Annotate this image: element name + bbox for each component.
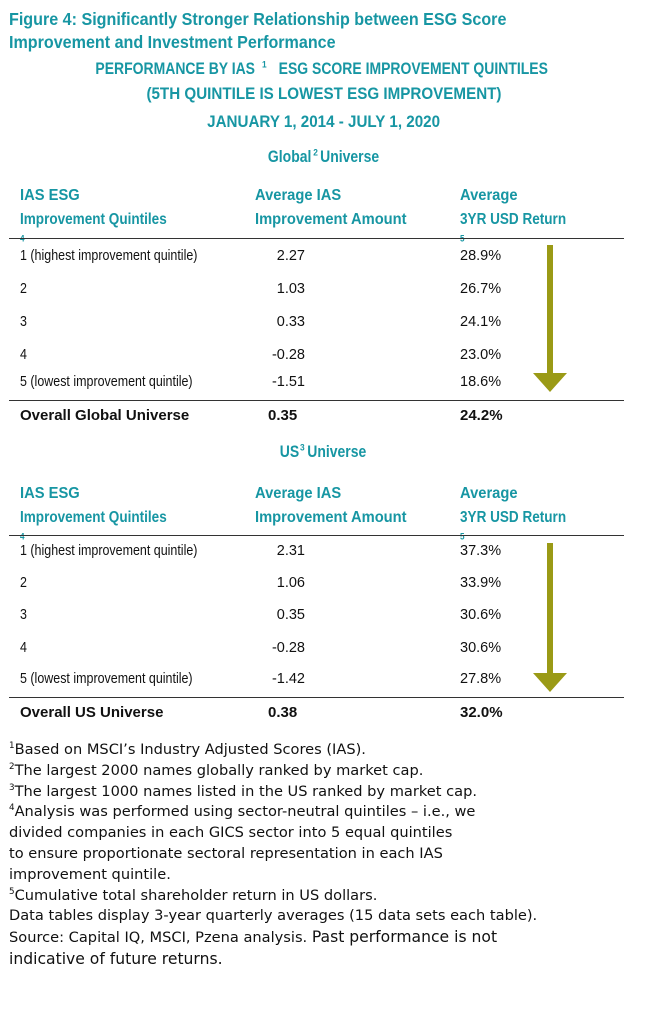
- us-header-rule: [9, 535, 624, 536]
- improvement-amount: 1.03: [276, 281, 305, 297]
- return-value: 30.6%: [460, 640, 502, 656]
- return-value: 24.1%: [460, 314, 502, 330]
- return-value: 26.7%: [460, 281, 502, 297]
- total-label: Overall US Universe: [20, 704, 164, 721]
- footnote-ref: 1: [262, 59, 267, 70]
- subtitle-line2: (5TH QUINTILE IS LOWEST ESG IMPROVEMENT): [146, 85, 502, 103]
- global-total-row: Overall Global Universe 0.35 24.2%: [0, 399, 648, 432]
- total-amount: 0.35: [268, 407, 298, 424]
- quintile-label: 1 (highest improvement quintile): [20, 248, 198, 264]
- table-row: 2 1.03 26.7%: [0, 273, 648, 306]
- footnote-1: 1Based on MSCI’s Industry Adjusted Score…: [9, 741, 366, 758]
- total-amount: 0.38: [268, 704, 298, 721]
- quintile-label: 2: [20, 575, 27, 591]
- global-total-rule: [9, 400, 624, 401]
- figure-title: Figure 4: Significantly Stronger Relatio…: [9, 8, 579, 54]
- table-row: 1 (highest improvement quintile) 2.31 37…: [0, 535, 648, 568]
- table-row: 5 (lowest improvement quintile) -1.42 27…: [0, 663, 648, 696]
- improvement-amount: 2.27: [276, 248, 305, 264]
- down-arrow-icon: [533, 543, 567, 692]
- table-row: 3 0.35 30.6%: [0, 599, 648, 632]
- table-row: 5 (lowest improvement quintile) -1.51 18…: [0, 366, 648, 399]
- figure-title-line1: Figure 4: Significantly Stronger Relatio…: [9, 9, 507, 29]
- source-text: Source: Capital IQ, MSCI, Pzena analysis…: [9, 929, 312, 947]
- global-universe-heading: Global 2 Universe: [267, 147, 380, 166]
- footnote-4-cont: divided companies in each GICS sector in…: [9, 824, 453, 842]
- subtitle-text: PERFORMANCE BY IAS: [95, 60, 256, 78]
- quintile-label: 5 (lowest improvement quintile): [20, 671, 193, 687]
- table-row: 4 -0.28 23.0%: [0, 339, 648, 372]
- improvement-amount: -1.51: [271, 374, 305, 390]
- us-colhead-return: Average 3YR USD Return 5: [460, 485, 567, 542]
- improvement-amount: 0.35: [276, 607, 305, 623]
- quintile-label: 1 (highest improvement quintile): [20, 543, 198, 559]
- improvement-amount: -1.42: [271, 671, 305, 687]
- improvement-amount: -0.28: [271, 640, 305, 656]
- improvement-amount: 1.06: [276, 575, 305, 591]
- down-arrow-icon: [533, 245, 567, 392]
- footnote-4: 4Analysis was performed using sector-neu…: [9, 803, 476, 821]
- global-header-rule: [9, 238, 624, 239]
- quintile-label: 2: [20, 281, 27, 297]
- improvement-amount: 0.33: [276, 314, 305, 330]
- improvement-amount: -0.28: [271, 347, 305, 363]
- arrow-shaft: [547, 245, 553, 373]
- disclaimer-text: Past performance is not: [311, 928, 498, 947]
- date-range: JANUARY 1, 2014 - JULY 1, 2020: [207, 113, 441, 131]
- footnote-4-cont: to ensure proportionate sectoral represe…: [9, 844, 443, 862]
- total-return: 24.2%: [460, 407, 503, 424]
- return-value: 27.8%: [460, 671, 502, 687]
- footnote-4-cont: improvement quintile.: [9, 865, 171, 883]
- figure-title-line2: Improvement and Investment Performance: [9, 32, 336, 52]
- quintile-label: 3: [20, 314, 27, 330]
- quintile-label: 3: [20, 607, 27, 623]
- source-line: Source: Capital IQ, MSCI, Pzena analysis…: [9, 927, 639, 949]
- footnote-5: 5Cumulative total shareholder return in …: [9, 886, 378, 904]
- footnote-2: 2The largest 2000 names globally ranked …: [9, 761, 424, 779]
- footnote-ref: 2: [313, 147, 318, 158]
- us-total-row: Overall US Universe 0.38 32.0%: [0, 696, 648, 729]
- arrow-head: [533, 673, 567, 692]
- data-note: Data tables display 3-year quarterly ave…: [9, 907, 538, 925]
- us-total-rule: [9, 697, 624, 698]
- quintile-label: 4: [20, 640, 27, 656]
- return-value: 33.9%: [460, 575, 502, 591]
- return-value: 23.0%: [460, 347, 502, 363]
- return-value: 37.3%: [460, 543, 502, 559]
- quintile-label: 5 (lowest improvement quintile): [20, 374, 193, 390]
- footnote-ref: 5: [460, 531, 465, 542]
- global-colhead-quintiles: IAS ESG Improvement Quintiles 4: [20, 187, 167, 244]
- improvement-amount: 2.31: [276, 543, 305, 559]
- footnote-ref: 3: [300, 442, 305, 453]
- disclaimer-text: indicative of future returns.: [9, 949, 223, 968]
- table-row: 4 -0.28 30.6%: [0, 632, 648, 665]
- global-colhead-return: Average 3YR USD Return 5: [460, 187, 567, 244]
- footnotes: 1Based on MSCI’s Industry Adjusted Score…: [9, 740, 639, 970]
- return-value: 30.6%: [460, 607, 502, 623]
- table-row: 2 1.06 33.9%: [0, 567, 648, 600]
- total-label: Overall Global Universe: [20, 407, 190, 424]
- subtitle-text: ESG SCORE IMPROVEMENT QUINTILES: [278, 60, 548, 78]
- total-return: 32.0%: [460, 704, 503, 721]
- table-row: 1 (highest improvement quintile) 2.27 28…: [0, 240, 648, 273]
- table-row: 3 0.33 24.1%: [0, 306, 648, 339]
- return-value: 18.6%: [460, 374, 502, 390]
- us-universe-heading: US3 Universe: [279, 442, 367, 461]
- us-colhead-amount: Average IAS Improvement Amount: [255, 485, 407, 526]
- subtitle-line1: PERFORMANCE BY IAS 1 ESG SCORE IMPROVEMEN…: [0, 58, 648, 80]
- arrow-head: [533, 373, 567, 392]
- global-colhead-amount: Average IAS Improvement Amount: [255, 187, 407, 228]
- return-value: 28.9%: [460, 248, 502, 264]
- footnote-ref: 4: [20, 531, 25, 542]
- footnote-3: 3The largest 1000 names listed in the US…: [9, 782, 477, 800]
- arrow-shaft: [547, 543, 553, 673]
- quintile-label: 4: [20, 347, 27, 363]
- us-colhead-quintiles: IAS ESG Improvement Quintiles 4: [20, 485, 167, 542]
